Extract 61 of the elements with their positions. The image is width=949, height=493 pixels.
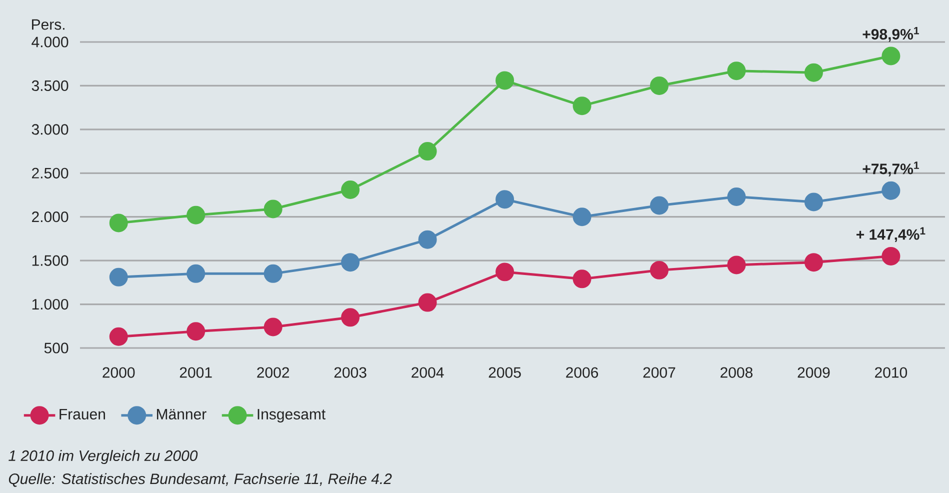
point [418, 142, 437, 161]
point [650, 76, 668, 95]
point [109, 268, 128, 286]
point [804, 63, 823, 82]
point [418, 230, 437, 249]
point [496, 262, 514, 282]
point [186, 206, 206, 224]
x-tick-label: 2003 [334, 367, 366, 378]
x-tick-label: 2002 [257, 367, 290, 378]
point [804, 192, 823, 212]
x-tick-label: 2006 [566, 367, 598, 378]
point [572, 208, 592, 226]
y-tick-label: 500 [44, 342, 68, 354]
point [109, 327, 128, 346]
y-tick-label: 1.000 [32, 298, 68, 310]
x-tick-label: 2008 [720, 367, 753, 378]
text: 1 2010 im Vergleich zu 2000 [8, 450, 198, 464]
annotation: + 147,4%$^{1}$ [856, 227, 926, 242]
point [572, 270, 592, 288]
point [109, 214, 128, 232]
point [727, 62, 746, 80]
point [186, 264, 206, 283]
point [186, 322, 206, 341]
y-tick-label: 3.500 [32, 80, 68, 92]
x-tick-label: 2004 [412, 367, 444, 378]
source-note: Quelle: Statistisches Bundesamt, Fachserie 11, Reihe 4.2 [8, 473, 392, 487]
point [572, 96, 592, 116]
x-tick-label: 2005 [488, 367, 521, 378]
point [727, 187, 746, 206]
x-tick-label: 2009 [798, 367, 830, 378]
point [882, 181, 900, 200]
point [264, 318, 282, 336]
y-tick-label: 3.000 [32, 124, 68, 135]
y-tick-label: 2.500 [32, 168, 68, 178]
x-tick-label: 2007 [643, 367, 676, 378]
y-tick-label: 1.500 [32, 255, 68, 266]
annotation: +98,9%$^{1}$ [862, 27, 919, 42]
y-tick-label: 4.000 [32, 36, 68, 48]
y-axis-title: Pers. [32, 19, 64, 30]
point [804, 253, 823, 272]
point [418, 293, 437, 312]
legend-label: Männer [156, 409, 206, 420]
legend-label: Insgesamt [258, 409, 326, 422]
point [496, 190, 514, 209]
point [341, 308, 360, 327]
point [727, 256, 746, 274]
point [264, 264, 282, 283]
legend-label: Frauen [60, 409, 105, 420]
annotation: +75,7%$^{1}$ [862, 162, 919, 176]
point [341, 253, 360, 272]
point [496, 71, 514, 90]
point [882, 46, 900, 66]
x-tick-label: 2010 [875, 367, 908, 378]
point [341, 180, 360, 200]
point [650, 196, 668, 215]
point [882, 246, 900, 266]
point [264, 200, 282, 218]
y-tick-label: 2.000 [32, 212, 68, 222]
x-tick-label: 2001 [180, 367, 212, 378]
point [650, 260, 668, 280]
x-tick-label: 2000 [102, 367, 135, 378]
